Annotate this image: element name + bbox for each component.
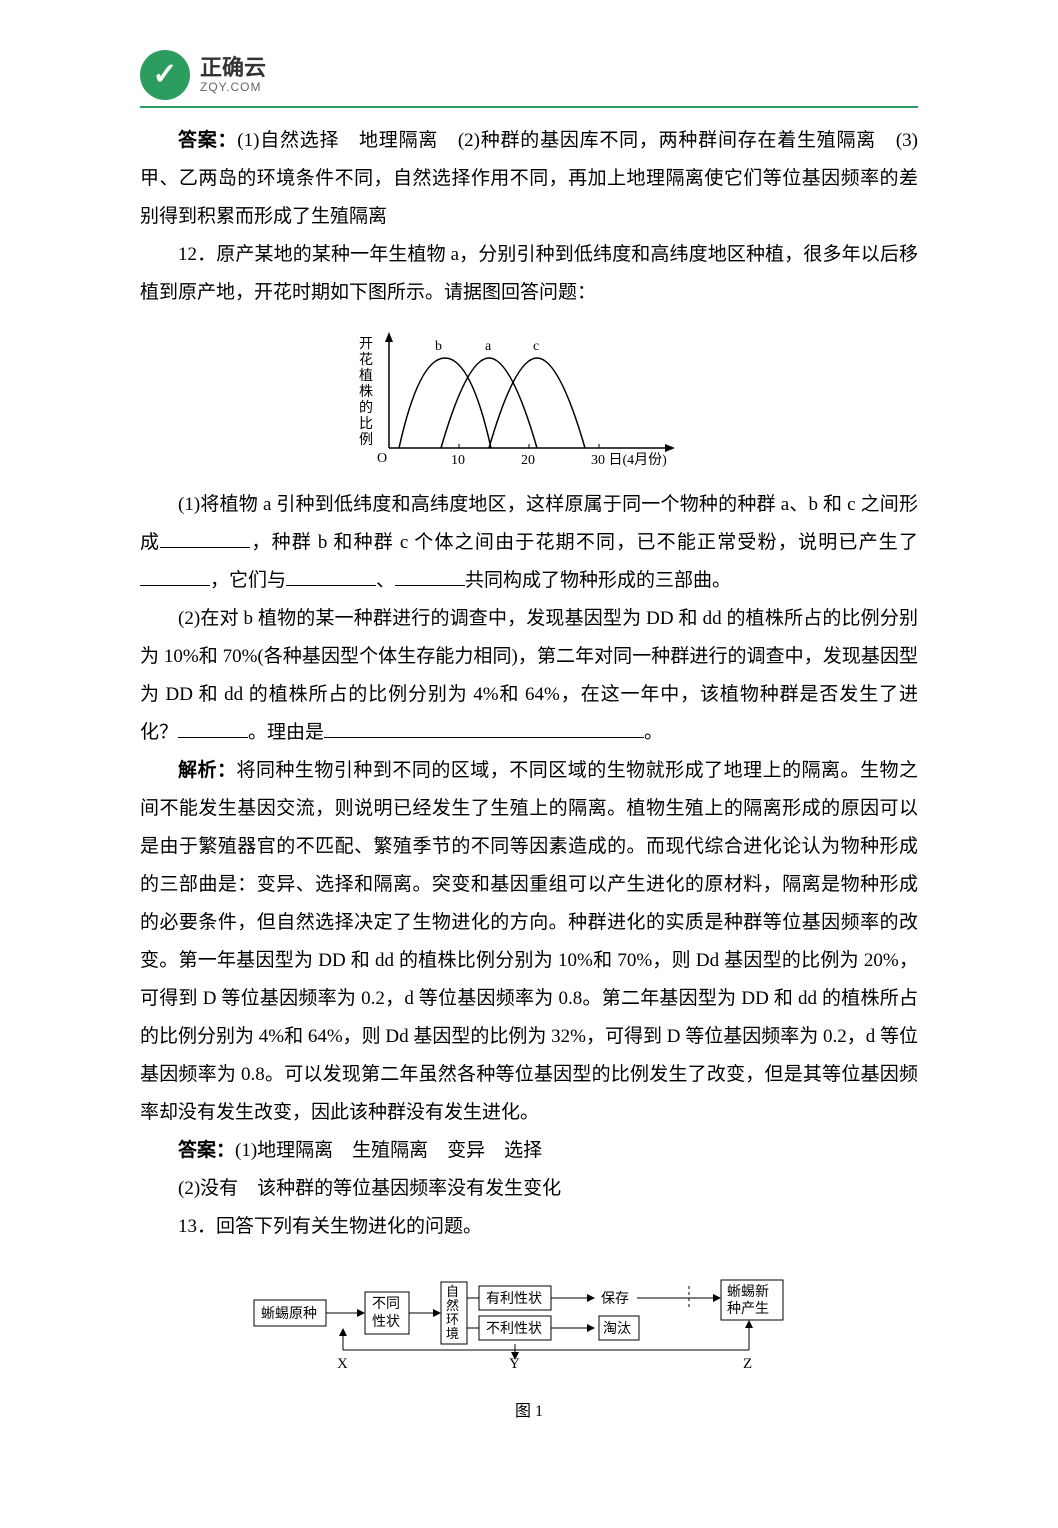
svg-text:株: 株 bbox=[359, 384, 373, 400]
curve-c-label: c bbox=[533, 339, 539, 354]
explain-label: 解析： bbox=[178, 760, 236, 781]
y-axis-label: 开 bbox=[359, 337, 373, 352]
q12-part2: (2)在对 b 植物的某一种群进行的调查中，发现基因型为 DD 和 dd 的植株… bbox=[140, 600, 918, 752]
axis-z: Z bbox=[743, 1356, 752, 1372]
blank bbox=[178, 719, 248, 738]
curve-c bbox=[489, 358, 585, 448]
curve-a bbox=[441, 358, 537, 448]
svg-text:种产生: 种产生 bbox=[727, 1301, 769, 1317]
xtick-30: 30 日(4月份) bbox=[591, 452, 667, 468]
q13-diagram: 蜥蜴原种 不同 性状 自 然 环 境 有利性状 不利性状 保存 淘汰 蜥蜴新 种… bbox=[140, 1260, 918, 1428]
q11-answer-text: (1)自然选择 地理隔离 (2)种群的基因库不同，两种群间存在着生殖隔离 (3)… bbox=[140, 130, 918, 227]
svg-text:性状: 性状 bbox=[372, 1314, 400, 1330]
q12-p1-b: ，种群 b 和种群 c 个体之间由于花期不同，已不能正常受粉，说明已产生了 bbox=[250, 532, 918, 553]
blank bbox=[160, 529, 250, 548]
logo-header: ✓ 正确云 ZQY.COM bbox=[140, 50, 918, 108]
node-keep: 保存 bbox=[601, 1291, 629, 1307]
origin-label: O bbox=[377, 451, 387, 466]
q13-flowchart-svg: 蜥蜴原种 不同 性状 自 然 环 境 有利性状 不利性状 保存 淘汰 蜥蜴新 种… bbox=[249, 1260, 809, 1390]
q12-p1-d: 、 bbox=[376, 570, 395, 591]
q12-chart: 开 花 植 株 的 比 例 O 10 20 30 日(4月份) b a c bbox=[140, 328, 918, 468]
check-icon: ✓ bbox=[140, 50, 190, 100]
q12-answer-1: (1)地理隔离 生殖隔离 变异 选择 bbox=[235, 1140, 542, 1161]
q12-p2-b: 。理由是 bbox=[248, 722, 324, 743]
q12-explain-text: 将同种生物引种到不同的区域，不同区域的生物就形成了地理上的隔离。生物之间不能发生… bbox=[140, 760, 918, 1123]
svg-text:不利性状: 不利性状 bbox=[486, 1321, 542, 1337]
svg-text:花: 花 bbox=[359, 352, 373, 368]
answer-label: 答案： bbox=[178, 130, 237, 151]
blank bbox=[140, 567, 210, 586]
logo-text: 正确云 ZQY.COM bbox=[200, 56, 266, 93]
blank bbox=[286, 567, 376, 586]
svg-text:然: 然 bbox=[446, 1298, 459, 1313]
blank bbox=[324, 719, 644, 738]
curve-a-label: a bbox=[485, 339, 492, 354]
q12-stem: 12．原产某地的某种一年生植物 a，分别引种到低纬度和高纬度地区种植，很多年以后… bbox=[140, 236, 918, 312]
q12-explain: 解析：将同种生物引种到不同的区域，不同区域的生物就形成了地理上的隔离。生物之间不… bbox=[140, 752, 918, 1132]
answer-label: 答案： bbox=[178, 1140, 235, 1161]
node-origin-text: 蜥蜴原种 bbox=[261, 1306, 317, 1322]
q12-part1: (1)将植物 a 引种到低纬度和高纬度地区，这样原属于同一个物种的种群 a、b … bbox=[140, 486, 918, 600]
q11-answer: 答案：(1)自然选择 地理隔离 (2)种群的基因库不同，两种群间存在着生殖隔离 … bbox=[140, 122, 918, 236]
svg-text:例: 例 bbox=[359, 432, 373, 448]
svg-text:境: 境 bbox=[446, 1326, 459, 1341]
q12-p1-c: ，它们与 bbox=[210, 570, 286, 591]
flowering-chart-svg: 开 花 植 株 的 比 例 O 10 20 30 日(4月份) b a c bbox=[349, 328, 709, 468]
q12-answer-2: (2)没有 该种群的等位基因频率没有发生变化 bbox=[140, 1170, 918, 1208]
logo-cn: 正确云 bbox=[200, 56, 266, 80]
svg-text:比: 比 bbox=[359, 416, 373, 432]
blank bbox=[395, 567, 465, 586]
axis-x: X bbox=[337, 1356, 348, 1372]
svg-text:淘汰: 淘汰 bbox=[603, 1321, 631, 1337]
diagram-caption: 图 1 bbox=[515, 1396, 543, 1428]
curve-b-label: b bbox=[435, 339, 442, 354]
q13-stem: 13．回答下列有关生物进化的问题。 bbox=[140, 1208, 918, 1246]
q12-p1-e: 共同构成了物种形成的三部曲。 bbox=[465, 570, 731, 591]
xtick-20: 20 bbox=[521, 453, 535, 468]
svg-text:不同: 不同 bbox=[372, 1297, 400, 1312]
svg-text:自: 自 bbox=[446, 1284, 459, 1299]
svg-text:蜥蜴新: 蜥蜴新 bbox=[727, 1284, 769, 1300]
logo-url: ZQY.COM bbox=[200, 81, 266, 94]
q12-p2-c: 。 bbox=[644, 722, 663, 743]
xtick-10: 10 bbox=[451, 453, 465, 468]
svg-text:有利性状: 有利性状 bbox=[486, 1291, 542, 1307]
q12-answer: 答案：(1)地理隔离 生殖隔离 变异 选择 bbox=[140, 1132, 918, 1170]
svg-text:植: 植 bbox=[359, 368, 373, 384]
svg-text:的: 的 bbox=[359, 400, 373, 416]
svg-text:环: 环 bbox=[446, 1312, 459, 1327]
